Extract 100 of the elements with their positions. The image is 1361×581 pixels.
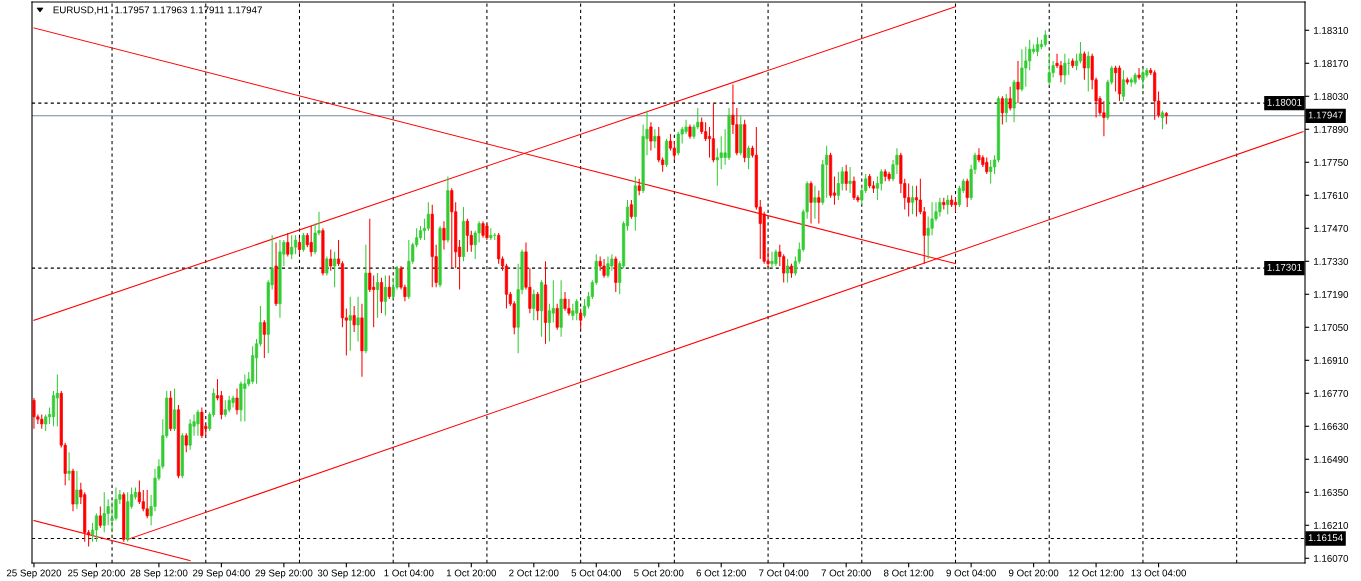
candlestick [102,491,106,533]
candlestick [555,303,559,331]
candlestick [782,253,786,284]
x-tick-label: 9 Oct 20:00 [1008,569,1059,577]
y-tick-label: 1.18170 [1314,60,1349,67]
candlestick [309,225,313,258]
x-tick-label: 25 Sep 20:00 [68,569,125,579]
candlestick [184,432,188,453]
candlestick [329,248,333,272]
x-tick-label: 29 Sep 04:00 [192,569,250,579]
candlestick [914,185,919,218]
candlestick [32,397,36,430]
candlestick [145,489,149,519]
x-tick-label: 30 Sep 12:00 [317,569,375,579]
x-tick-label: 2 Oct 12:00 [509,569,559,577]
candlestick [1000,95,1004,126]
candlestick [844,164,848,192]
y-tick-label: 1.17890 [1314,126,1349,133]
candlestick [938,197,942,218]
candlestick [348,296,352,352]
candlestick [352,305,356,333]
candlestick [602,258,606,279]
candlestick [907,182,911,218]
candlestick [836,171,840,201]
candlestick [383,274,387,317]
x-tick-label: 29 Sep 20:00 [255,569,313,579]
candlestick [94,512,98,543]
candlestick [376,272,380,319]
candlestick [55,373,59,427]
y-tick-label: 1.17470 [1314,225,1349,232]
candlestick [653,128,657,149]
candlestick [532,289,536,321]
candlestick [813,185,817,220]
candlestick [606,256,610,279]
x-tick-label: 5 Oct 20:00 [634,569,684,577]
candlestick [372,274,376,328]
candlestick [809,180,813,225]
candlestick [664,138,669,168]
x-tick-label: 6 Oct 12:00 [696,569,746,577]
candlestick [582,298,587,319]
candlestick [200,406,204,439]
candlestick [290,234,294,260]
candlestick [614,256,618,293]
candlestick [563,291,567,312]
y-tick-label: 1.17050 [1314,324,1349,331]
candlestick [1086,50,1090,93]
candlestick [219,390,223,420]
x-tick-label: 5 Oct 04:00 [571,569,622,577]
candlestick [575,298,579,321]
candlestick [1016,60,1020,104]
candlestick [137,479,141,505]
candlestick [579,307,583,331]
candlestick [379,277,384,314]
candlestick [243,373,247,423]
candlestick [711,102,715,163]
candlestick [649,121,653,152]
candlestick [286,232,290,258]
candlestick [442,220,446,251]
x-tick-label: 12 Oct 12:00 [1069,569,1124,577]
x-tick-label: 1 Oct 20:00 [446,569,497,577]
candlestick [1004,93,1008,123]
candlestick [1020,48,1024,93]
candlestick [356,296,360,342]
candlestick [965,178,969,208]
candlestick [325,256,329,276]
candlestick [704,121,708,142]
candlestick [301,232,305,253]
y-tick-label: 1.16070 [1314,555,1349,562]
candlestick [1028,39,1032,71]
candlestick [333,251,337,288]
candlestick [188,418,192,451]
candlestick [707,126,712,159]
x-tick-label: 9 Oct 04:00 [946,569,996,577]
chart-title: EURUSD,H1 1.17957 1.17963 1.17911 1.17947 [53,6,262,15]
candlestick [852,175,856,201]
y-tick-label: 1.18310 [1314,27,1349,34]
candlestick [547,303,551,342]
candlestick [911,185,915,215]
candlestick [1082,50,1086,81]
candlestick [98,505,102,529]
candlestick [848,166,852,194]
x-tick-label: 25 Sep 2020 [6,569,62,579]
candlestick [1008,86,1012,111]
x-tick-label: 7 Oct 20:00 [821,569,871,577]
candlestick [770,251,774,269]
candlestick [629,199,633,220]
candlestick [1121,69,1125,102]
y-tick-label: 1.16910 [1314,357,1349,364]
ref-line-label: 1.17301 [1267,263,1302,271]
y-tick-label: 1.16210 [1314,522,1349,529]
candlestick [497,232,501,265]
candlestick [977,147,981,163]
candlestick [75,470,79,510]
ref-line-label: 1.17947 [1308,111,1343,119]
candlestick [536,291,540,321]
candlestick [387,274,391,300]
x-tick-label: 13 Oct 04:00 [1131,569,1187,577]
candlestick [817,190,821,225]
candlestick [1114,65,1118,93]
candlestick [946,194,950,215]
